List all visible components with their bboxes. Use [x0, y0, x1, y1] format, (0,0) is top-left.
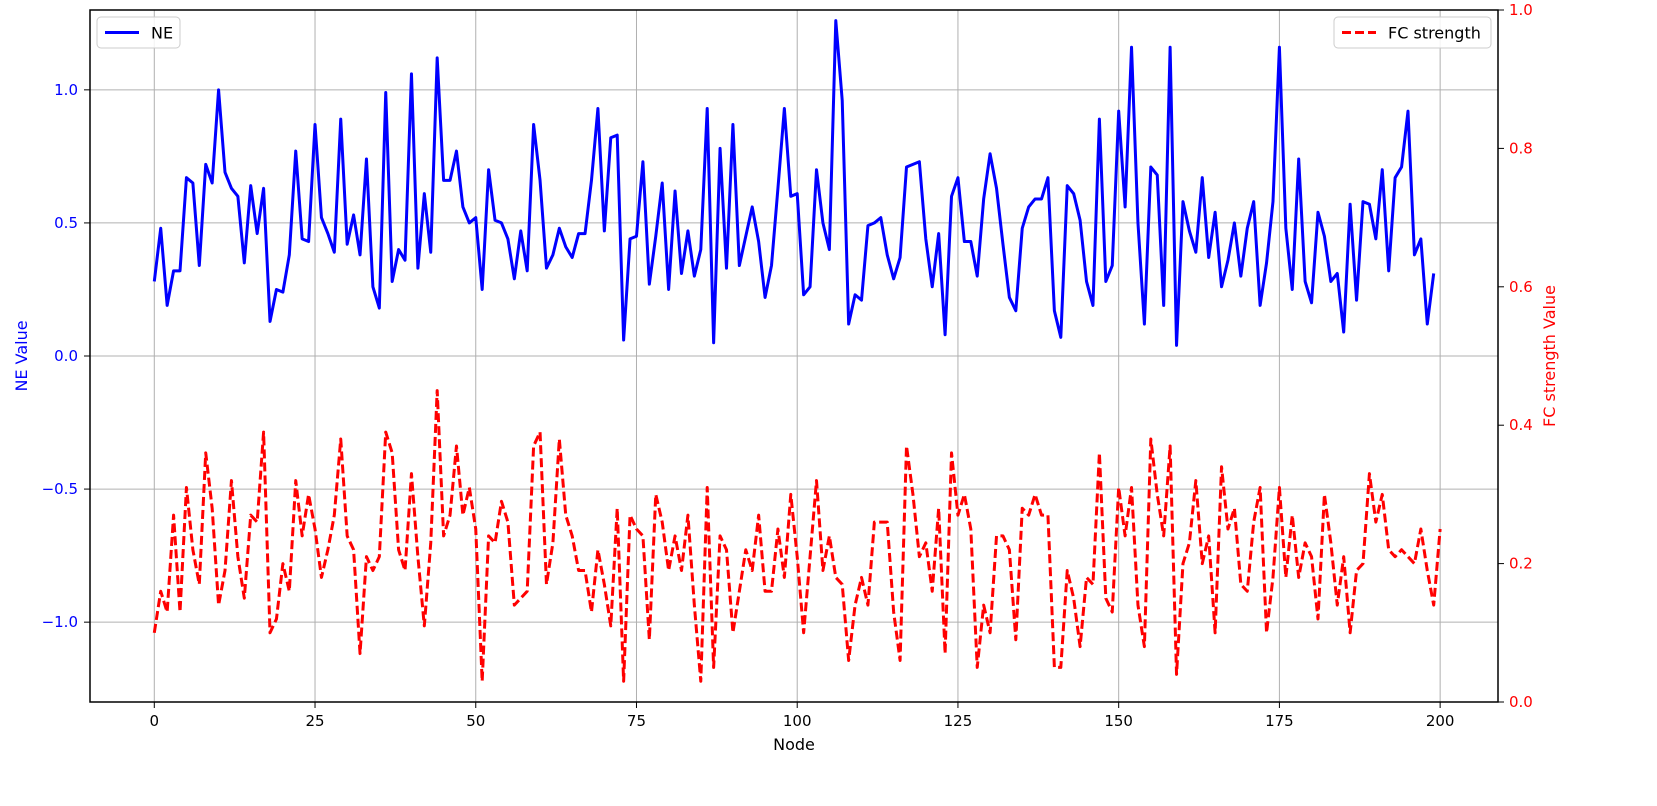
- y-left-tick-label: 1.0: [54, 81, 78, 99]
- y-left-tick-label: −0.5: [42, 480, 78, 498]
- series-line-ne: [152, 19, 1436, 347]
- y-right-tick-label: 0.8: [1509, 139, 1533, 157]
- legend-ne: NE: [96, 16, 181, 49]
- y-left-tick-label: 0.0: [54, 347, 78, 365]
- series-layer: [152, 19, 1442, 683]
- y-left-tick-label: 0.5: [54, 214, 78, 232]
- y-right-tick-label: 0.4: [1509, 416, 1533, 434]
- y-right-tick-label: 1.0: [1509, 1, 1533, 19]
- x-axis-label: Node: [773, 735, 815, 754]
- legend-ne-label: NE: [151, 24, 173, 43]
- grid-lines: [90, 10, 1498, 702]
- y-right-tick-label: 0.6: [1509, 278, 1533, 296]
- legend-fc-strength: FC strength: [1333, 16, 1492, 49]
- y-right-tick-label: 0.2: [1509, 555, 1533, 573]
- x-tick-label: 50: [466, 712, 485, 730]
- y-left-tick-label: −1.0: [42, 613, 78, 631]
- x-tick-label: 150: [1104, 712, 1133, 730]
- x-tick-label: 75: [627, 712, 646, 730]
- x-tick-label: 100: [783, 712, 812, 730]
- legend-fc-strength-label: FC strength: [1388, 24, 1481, 43]
- x-tick-label: 25: [305, 712, 324, 730]
- y-axis-right-label: FC strength Value: [1540, 285, 1559, 427]
- y-axis-left-label: NE Value: [12, 320, 31, 391]
- x-tick-label: 200: [1426, 712, 1455, 730]
- x-tick-label: 175: [1265, 712, 1294, 730]
- x-tick-label: 125: [944, 712, 973, 730]
- legend-fc-strength-box: [1333, 16, 1492, 49]
- ticks-layer: 0 25 50 75 100 125 150 175 200 −1.0 −0.5 0.0 0.5 1.0 0…: [42, 1, 1533, 730]
- x-tick-label: 0: [150, 712, 160, 730]
- series-line-fc-strength: [152, 389, 1442, 683]
- y-right-tick-label: 0.0: [1509, 693, 1533, 711]
